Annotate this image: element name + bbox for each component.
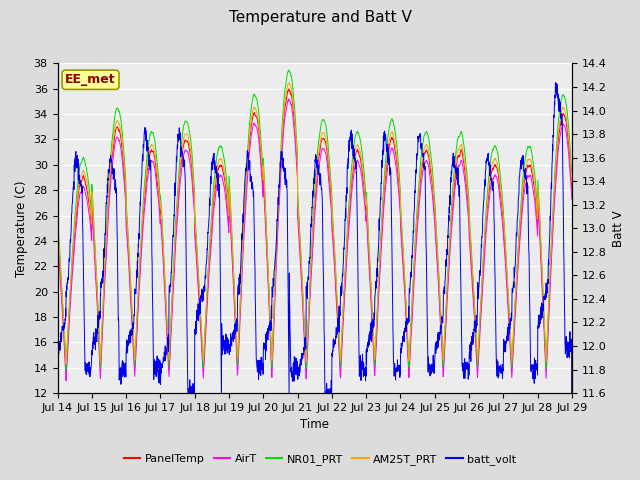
AM25T_PRT (465, 196, 472, 202)
Legend: PanelTemp, AirT, NR01_PRT, AM25T_PRT, batt_volt: PanelTemp, AirT, NR01_PRT, AM25T_PRT, ba… (119, 450, 521, 469)
NR01_PRT (341, 274, 349, 279)
batt_volt (54, 353, 61, 359)
AM25T_PRT (285, 80, 292, 85)
Y-axis label: Temperature (C): Temperature (C) (15, 180, 28, 276)
AM25T_PRT (523, 159, 531, 165)
PanelTemp (568, 186, 576, 192)
Line: batt_volt: batt_volt (58, 83, 572, 480)
AirT (54, 241, 61, 247)
NR01_PRT (523, 147, 531, 153)
Line: AM25T_PRT: AM25T_PRT (58, 83, 572, 363)
Line: NR01_PRT: NR01_PRT (58, 70, 572, 370)
PanelTemp (341, 281, 349, 287)
AirT (568, 196, 576, 202)
AM25T_PRT (54, 224, 61, 230)
batt_volt (464, 361, 472, 367)
AirT (523, 176, 531, 181)
AM25T_PRT (341, 275, 349, 280)
PanelTemp (54, 231, 61, 237)
Line: AirT: AirT (58, 99, 572, 381)
Line: PanelTemp: PanelTemp (58, 89, 572, 371)
NR01_PRT (54, 217, 61, 223)
PanelTemp (197, 326, 205, 332)
PanelTemp (330, 240, 337, 246)
Y-axis label: Batt V: Batt V (612, 210, 625, 247)
NR01_PRT (568, 172, 576, 178)
NR01_PRT (330, 229, 337, 235)
AirT (197, 336, 205, 342)
X-axis label: Time: Time (300, 419, 329, 432)
PanelTemp (285, 86, 292, 92)
PanelTemp (62, 368, 70, 374)
AM25T_PRT (62, 360, 70, 366)
Text: Temperature and Batt V: Temperature and Batt V (228, 10, 412, 24)
batt_volt (522, 173, 530, 179)
batt_volt (197, 296, 205, 301)
AM25T_PRT (197, 320, 205, 325)
AirT (62, 378, 70, 384)
PanelTemp (537, 253, 545, 259)
NR01_PRT (285, 67, 292, 72)
NR01_PRT (465, 188, 472, 193)
PanelTemp (465, 202, 472, 208)
AirT (465, 212, 472, 218)
NR01_PRT (537, 244, 545, 250)
AirT (537, 263, 545, 269)
batt_volt (340, 239, 348, 245)
AirT (330, 251, 337, 256)
AM25T_PRT (568, 180, 576, 185)
PanelTemp (523, 166, 531, 171)
batt_volt (330, 337, 337, 343)
NR01_PRT (62, 367, 70, 373)
AirT (341, 291, 349, 297)
Text: EE_met: EE_met (65, 73, 116, 86)
batt_volt (537, 304, 545, 310)
NR01_PRT (197, 323, 205, 328)
AM25T_PRT (330, 234, 337, 240)
batt_volt (552, 80, 559, 85)
AirT (285, 96, 292, 102)
AM25T_PRT (537, 246, 545, 252)
